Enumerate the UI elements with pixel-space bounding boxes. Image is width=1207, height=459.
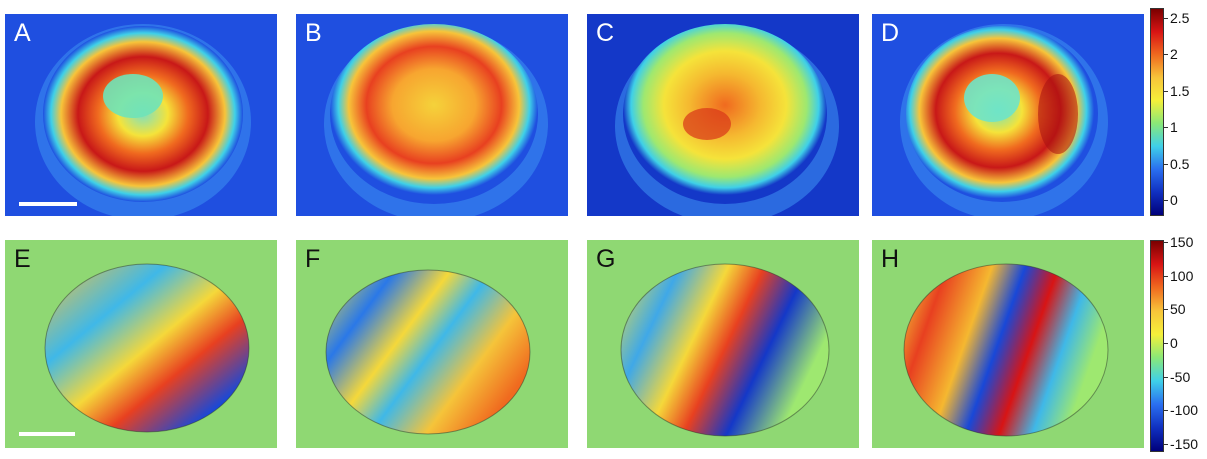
colorbar-phase-tick-label: -150 [1170, 436, 1199, 452]
panel-d: D [872, 14, 1144, 216]
scale-bar [19, 202, 77, 206]
height-map-c [587, 14, 859, 216]
colorbar-phase-tick-label: 150 [1170, 234, 1194, 250]
colorbar-phase-tick-mark [1164, 410, 1168, 411]
colorbar-height-tick-label: 0 [1170, 192, 1178, 208]
colorbar-phase-tick-mark [1164, 276, 1168, 277]
height-map-b [296, 14, 568, 216]
colorbar-height-tick-mark [1164, 164, 1168, 165]
colorbar-height-tick-label: 2 [1170, 46, 1178, 62]
colorbar-height-tick-label: 2.5 [1170, 10, 1190, 26]
phase-map-h [872, 240, 1144, 448]
panel-h: H [872, 240, 1144, 448]
colorbar-phase-tick-label: 50 [1170, 301, 1186, 317]
colorbar-height-tick-label: 1.5 [1170, 83, 1190, 99]
panel-b: B [296, 14, 568, 216]
height-map-d [872, 14, 1144, 216]
panel-label-f: F [305, 245, 321, 273]
colorbar-height [1150, 8, 1164, 216]
panel-c: C [587, 14, 859, 216]
colorbar-phase-tick-mark [1164, 309, 1168, 310]
panel-f: F [296, 240, 568, 448]
colorbar-height-tick-mark [1164, 127, 1168, 128]
colorbar-height-tick-mark [1164, 91, 1168, 92]
panel-g: G [587, 240, 859, 448]
panel-label-b: B [305, 19, 322, 47]
colorbar-phase-tick-mark [1164, 242, 1168, 243]
colorbar-phase-tick-label: -100 [1170, 402, 1199, 418]
colorbar-phase [1150, 240, 1164, 452]
scale-bar [19, 432, 75, 436]
panel-a: A [5, 14, 277, 216]
colorbar-phase-tick-label: -50 [1170, 369, 1191, 385]
colorbar-height-tick-mark [1164, 18, 1168, 19]
colorbar-phase-tick-label: 0 [1170, 335, 1178, 351]
colorbar-phase-tick-mark [1164, 377, 1168, 378]
colorbar-height-tick-label: 0.5 [1170, 156, 1190, 172]
panel-e: E [5, 240, 277, 448]
colorbar-height-tick-mark [1164, 54, 1168, 55]
panel-label-d: D [881, 19, 900, 47]
colorbar-height-tick-label: 1 [1170, 119, 1178, 135]
height-map-a [5, 14, 277, 216]
panel-label-e: E [14, 245, 31, 273]
panel-label-g: G [596, 245, 616, 273]
colorbar-height-tick-mark [1164, 200, 1168, 201]
panel-label-h: H [881, 245, 900, 273]
phase-map-f [296, 240, 568, 448]
phase-map-e [5, 240, 277, 448]
panel-label-c: C [596, 19, 615, 47]
colorbar-phase-tick-label: 100 [1170, 268, 1194, 284]
colorbar-phase-tick-mark [1164, 343, 1168, 344]
panel-label-a: A [14, 19, 31, 47]
phase-map-g [587, 240, 859, 448]
colorbar-phase-tick-mark [1164, 444, 1168, 445]
